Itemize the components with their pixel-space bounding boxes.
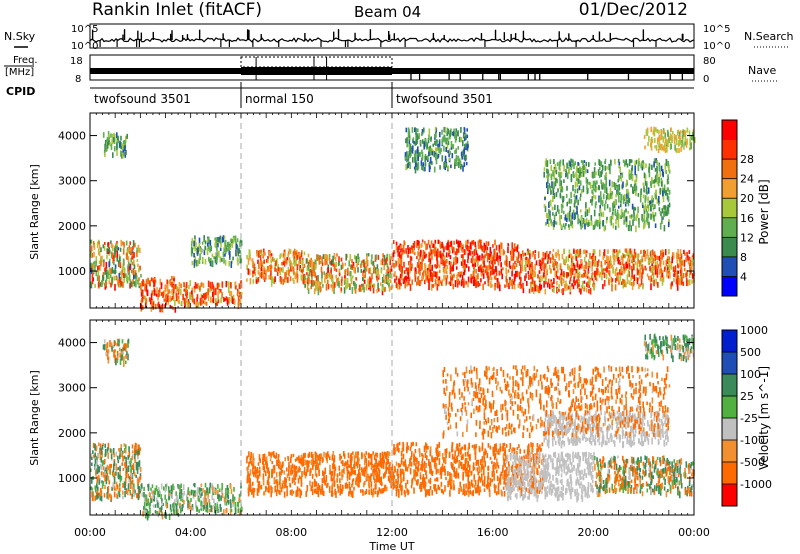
colorbar-swatch (722, 396, 737, 419)
colorbar-tick-label: 25 (740, 390, 754, 403)
station-title: Rankin Inlet (fitACF) (92, 0, 262, 20)
colorbar-tick-label: 28 (740, 153, 754, 166)
colorbar-tick-label: -100 (740, 434, 765, 447)
colorbar-tick-label: 4 (740, 270, 747, 283)
power-colorbar-label: Power [dB] (757, 179, 771, 244)
colorbar-swatch (722, 237, 737, 258)
y-tick-label: 1000 (58, 472, 86, 485)
colorbar-tick-label: 8 (740, 251, 747, 264)
y-tick-label: 2000 (58, 220, 86, 233)
colorbar-swatch (722, 178, 737, 199)
date-label: 01/Dec/2012 (579, 0, 688, 20)
colorbar-swatch (722, 440, 737, 463)
beam-label: Beam 04 (354, 3, 421, 21)
colorbar-tick-label: -500 (740, 456, 765, 469)
count-tick-low: 10^0 (71, 41, 98, 52)
colorbar-swatch (722, 462, 737, 485)
colorbar-tick-label: 16 (740, 212, 754, 225)
nsky-trace (89, 29, 695, 47)
freq-tick-low: 8 (75, 74, 81, 85)
nsky-label: N.Sky (4, 30, 36, 43)
freq-panel: Freq. [MHz] 18 8 80 0 Nave (4, 54, 778, 85)
colorbar-swatch (722, 418, 737, 441)
nsky-panel: N.Sky 10^5 10^0 10^5 10^0 N.Search (4, 23, 794, 52)
x-tick-label: 04:00 (175, 526, 207, 539)
colorbar-tick-label: -25 (740, 412, 758, 425)
y-tick-label: 3000 (58, 175, 86, 188)
velocity-xlabel: Time UT (368, 540, 414, 553)
colorbar-tick-label: 1000 (740, 324, 768, 337)
nsearch-label: N.Search (744, 30, 794, 43)
cpid-segment-label: normal 150 (245, 92, 314, 106)
colorbar-swatch (722, 484, 737, 507)
x-tick-label: 00:00 (74, 526, 106, 539)
colorbar-swatch (722, 120, 737, 141)
nave-tick-high: 80 (703, 56, 716, 67)
power-scatter-cells (90, 113, 696, 313)
cpid-segment-label: twofsound 3501 (94, 92, 191, 106)
power-panel: 1000 2000 3000 4000 Slant Range [km] (28, 112, 696, 313)
y-tick-label: 2000 (58, 427, 86, 440)
colorbar-swatch (722, 352, 737, 375)
freq-trace (90, 56, 694, 80)
y-tick-label: 4000 (58, 337, 86, 350)
colorbar-tick-label: 12 (740, 231, 754, 244)
colorbar-swatch (722, 198, 737, 219)
colorbar-tick-label: 100 (740, 368, 761, 381)
x-tick-label: 16:00 (477, 526, 509, 539)
colorbar-swatch (722, 276, 737, 297)
freq-label-2: [MHz] (5, 67, 34, 78)
velocity-colorbar: -1000 -500 -100 -25 25 100 500 1000 Velocity [m… (721, 324, 772, 507)
colorbar-swatch (722, 374, 737, 397)
y-tick-label: 4000 (58, 130, 86, 143)
x-tick-label: 20:00 (577, 526, 609, 539)
power-colorbar: 4 8 12 16 20 24 28 Power [dB] (721, 119, 771, 297)
x-tick-label: 08:00 (275, 526, 307, 539)
x-tick-label: 00:00 (678, 526, 710, 539)
colorbar-swatch (722, 330, 737, 353)
colorbar-tick-label: -1000 (740, 478, 772, 491)
colorbar-tick-label: 24 (740, 173, 754, 186)
velocity-ylabel: Slant Range [km] (28, 370, 41, 466)
power-ylabel: Slant Range [km] (28, 164, 41, 260)
nave-label: Nave (748, 64, 776, 77)
velocity-scatter-cells (90, 320, 696, 521)
colorbar-swatch (722, 217, 737, 238)
nave-tick-low: 0 (703, 74, 709, 85)
freq-label-1: Freq. (13, 55, 38, 66)
colorbar-tick-label: 20 (740, 192, 754, 205)
x-tick-label: 12:00 (376, 526, 408, 539)
freq-tick-high: 18 (70, 56, 83, 67)
cpid-segment-label: twofsound 3501 (396, 92, 493, 106)
velocity-colorbar-label: Velocity [m s^-1] (757, 366, 771, 470)
y-tick-label: 1000 (58, 265, 86, 278)
count-tick-low-right: 10^0 (703, 41, 730, 52)
colorbar-swatch (722, 159, 737, 180)
cpid-strip: CPID twofsound 3501 normal 150 twofsound 3… (6, 82, 694, 108)
colorbar-swatch (722, 139, 737, 160)
cpid-label: CPID (6, 85, 35, 98)
velocity-panel: 1000 2000 3000 4000 00:00 04:00 08:00 12:00 16:… (28, 319, 710, 553)
colorbar-tick-label: 500 (740, 346, 761, 359)
y-tick-label: 3000 (58, 382, 86, 395)
colorbar-swatch (722, 256, 737, 277)
count-tick-high-right: 10^5 (703, 24, 730, 35)
count-tick-high: 10^5 (71, 24, 98, 35)
